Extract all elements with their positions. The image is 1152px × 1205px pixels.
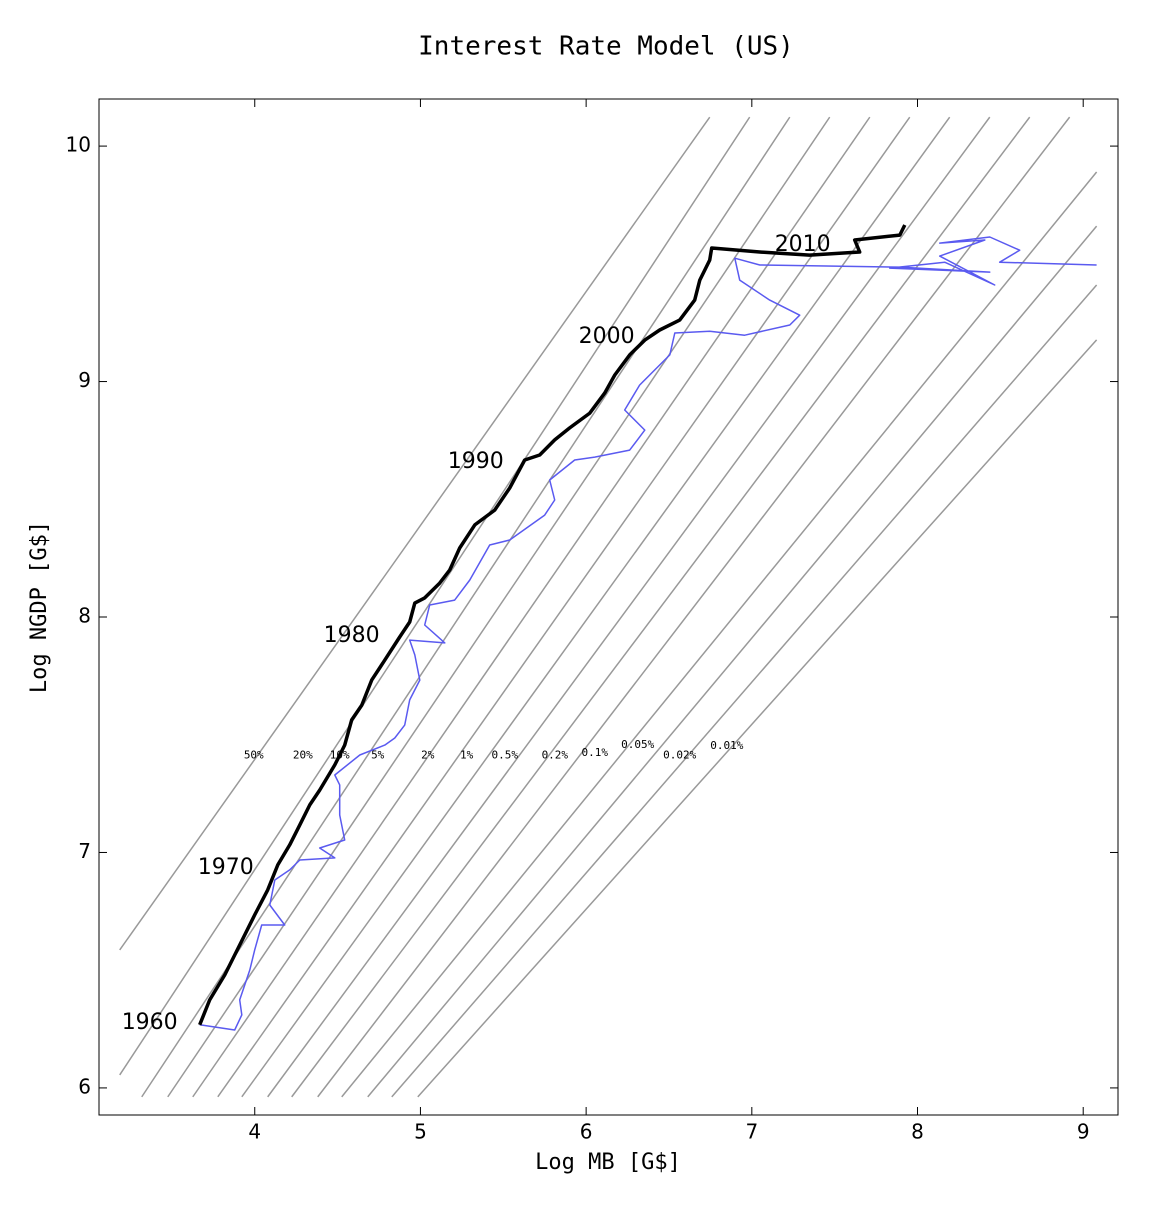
contour-line xyxy=(119,116,751,1076)
contour-label: 0.1% xyxy=(581,746,608,759)
y-tick-label: 6 xyxy=(78,1074,91,1098)
contour-label: 0.01% xyxy=(710,739,743,752)
x-tick-label: 7 xyxy=(745,1120,758,1144)
x-axis-label: Log MB [G$] xyxy=(535,1150,681,1175)
year-label: 1980 xyxy=(324,623,380,648)
year-label: 1990 xyxy=(448,449,504,474)
contour-line xyxy=(141,116,791,1098)
contour-line xyxy=(241,116,951,1098)
contour-line xyxy=(267,116,991,1098)
contour-label: 1% xyxy=(460,748,474,761)
contour-label: 0.02% xyxy=(663,748,696,761)
x-tick-label: 5 xyxy=(414,1120,427,1144)
series-line xyxy=(198,224,907,1026)
contour-label: 0.5% xyxy=(492,748,519,761)
contour-line xyxy=(367,225,1098,1098)
contour-line xyxy=(192,116,871,1098)
contour-label: 2% xyxy=(421,748,435,761)
contour-label: 50% xyxy=(244,748,264,761)
x-tick-label: 9 xyxy=(1077,1120,1090,1144)
year-label: 2000 xyxy=(579,324,635,349)
x-tick-label: 6 xyxy=(580,1120,593,1144)
y-axis-label: Log NGDP [G$] xyxy=(27,521,52,693)
x-tick-label: 8 xyxy=(911,1120,924,1144)
contour-line xyxy=(417,339,1098,1098)
contour-label: 0.05% xyxy=(621,738,654,751)
y-tick-label: 10 xyxy=(66,133,91,157)
contour-label: 5% xyxy=(371,748,385,761)
chart-title: Interest Rate Model (US) xyxy=(418,32,794,62)
contour-label: 0.2% xyxy=(542,748,569,761)
contour-line xyxy=(317,116,1071,1098)
contour-line xyxy=(291,116,1031,1098)
y-tick-label: 9 xyxy=(78,368,91,392)
y-tick-label: 7 xyxy=(78,839,91,863)
year-label: 1970 xyxy=(198,855,254,880)
x-tick-label: 4 xyxy=(248,1120,261,1144)
year-label: 2010 xyxy=(775,232,831,257)
plot-frame xyxy=(98,98,1119,1116)
contour-line xyxy=(167,116,831,1098)
year-label: 1960 xyxy=(122,1010,178,1035)
contour-line xyxy=(217,116,911,1098)
contour-line xyxy=(341,171,1098,1098)
contour-line xyxy=(391,284,1098,1098)
series-line xyxy=(199,236,1097,1031)
y-tick-label: 8 xyxy=(78,604,91,628)
contour-label: 20% xyxy=(293,748,313,761)
contour-line xyxy=(119,116,711,951)
